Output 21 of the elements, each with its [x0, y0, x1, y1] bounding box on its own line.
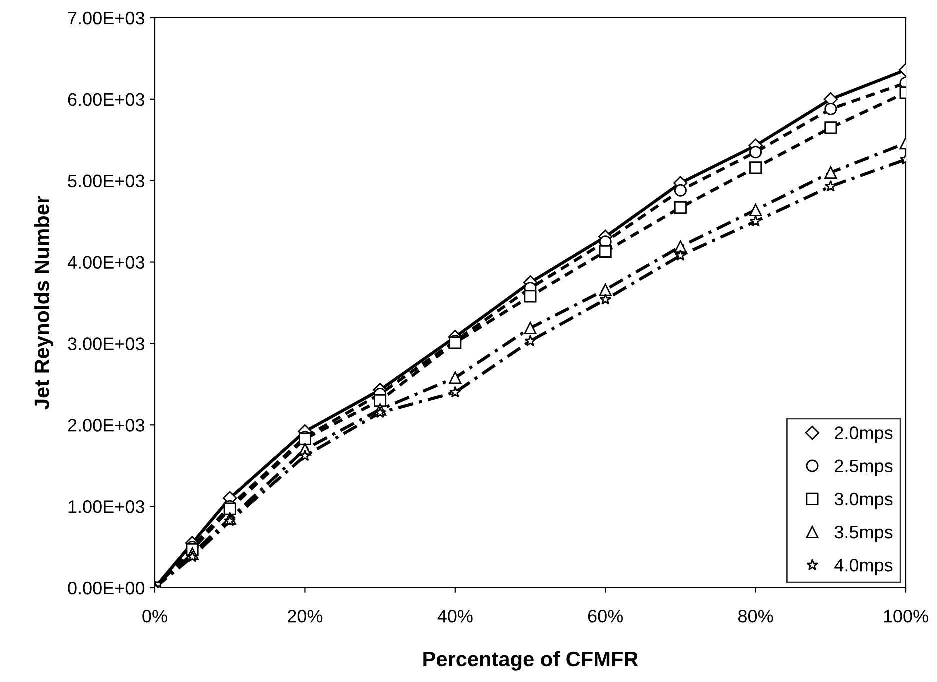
x-tick-label: 0% [142, 610, 168, 623]
legend-label: 3.5mps [834, 526, 893, 542]
legend-label: 2.5mps [835, 460, 893, 476]
y-tick-label: 2.00E+03 [68, 419, 144, 432]
legend-label: 3.0mps [834, 492, 893, 510]
y-tick-label: 0.00E+00 [68, 582, 145, 595]
y-tick-label: 3.00E+03 [68, 338, 144, 350]
y-axis-title: Jet Reynolds Number [34, 196, 54, 410]
x-tick-label: 40% [438, 610, 473, 623]
y-tick-label: 7.00E+03 [68, 12, 144, 25]
y-tick-label: 5.00E+03 [68, 174, 144, 188]
x-tick-label: 80% [738, 610, 774, 623]
y-tick-label: 6.00E+03 [68, 93, 144, 106]
x-axis-title: Percentage of CFMFR [424, 651, 638, 671]
legend-label: 2.0mps [835, 426, 893, 444]
x-tick-label: 20% [288, 610, 323, 623]
x-tick-label: 100% [884, 610, 928, 623]
legend-label: 4.0mps [834, 559, 893, 576]
y-tick-label: 4.00E+03 [68, 256, 144, 270]
x-tick-label: 60% [588, 610, 624, 623]
y-tick-label: 1.00E+03 [68, 500, 144, 514]
